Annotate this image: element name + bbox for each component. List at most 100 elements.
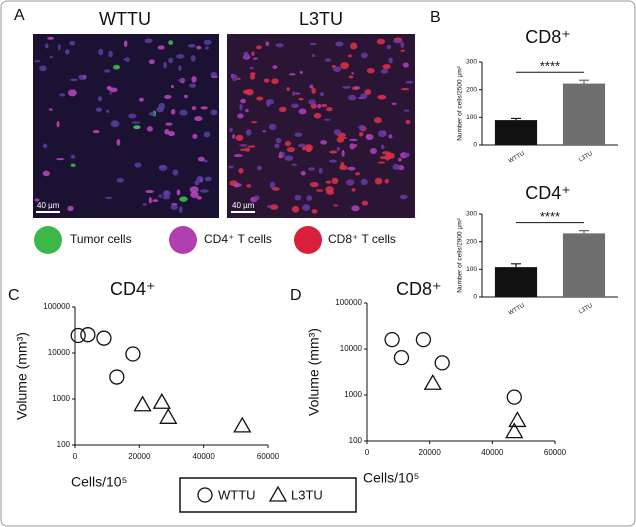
- cell: [298, 97, 304, 101]
- cell: [70, 163, 76, 167]
- cell: [255, 45, 262, 50]
- cell: [158, 102, 166, 110]
- cell: [42, 143, 48, 149]
- cell: [291, 163, 298, 166]
- cell: [388, 134, 393, 139]
- cell: [251, 51, 255, 56]
- cell: [365, 133, 374, 141]
- cell: [249, 74, 256, 80]
- cell: [204, 176, 212, 182]
- cell: [271, 78, 279, 85]
- cell: [298, 143, 307, 148]
- significance: ****: [540, 209, 560, 224]
- cell: [190, 55, 196, 62]
- cell: [267, 204, 271, 208]
- y-tick-label: 100: [466, 266, 477, 273]
- cell: [116, 177, 124, 183]
- cell: [345, 179, 355, 186]
- error-bar: [511, 117, 521, 121]
- cell: [360, 93, 368, 100]
- cell: [275, 137, 282, 144]
- cell: [386, 44, 392, 50]
- y-axis-label: Number of cells/2500 µm²: [457, 65, 464, 140]
- cell: [142, 203, 147, 206]
- cell: [336, 146, 340, 151]
- y-tick-label: 200: [466, 238, 477, 245]
- cell: [210, 72, 218, 77]
- cell: [69, 78, 78, 82]
- cell: [95, 107, 102, 112]
- cell: [188, 83, 197, 88]
- cell: [291, 205, 300, 213]
- x-tick-label: 0: [365, 448, 370, 457]
- cell: [172, 169, 179, 176]
- cell: [189, 186, 199, 193]
- y-tick-label: 100000: [43, 302, 70, 311]
- cell: [360, 52, 368, 59]
- cell: [67, 89, 77, 97]
- cell: [196, 176, 204, 182]
- cell: [333, 66, 342, 72]
- cell: [235, 134, 244, 141]
- cell: [294, 132, 303, 137]
- cell: [57, 44, 61, 51]
- cell: [321, 103, 328, 108]
- cell: [233, 154, 243, 158]
- cell: [393, 40, 402, 44]
- cell: [59, 93, 66, 97]
- cell: [192, 133, 198, 139]
- cell: [387, 152, 395, 159]
- cell: [205, 46, 209, 50]
- cell: [165, 122, 173, 126]
- cell: [400, 49, 405, 52]
- cell: [278, 151, 283, 159]
- point: [393, 349, 410, 366]
- x-tick-label: 40000: [193, 452, 216, 461]
- cell: [351, 205, 360, 212]
- cell: [164, 94, 172, 100]
- cell: [400, 88, 410, 91]
- cell: [405, 119, 411, 125]
- cell: [313, 112, 322, 119]
- cell: [392, 163, 400, 170]
- error-bar: [579, 79, 589, 84]
- cell: [325, 180, 332, 184]
- cell: [237, 113, 244, 119]
- cell: [145, 190, 154, 194]
- cell: [274, 143, 280, 149]
- cell: [196, 45, 202, 50]
- legend-swatch: [34, 226, 62, 254]
- y-tick-label: 100: [349, 436, 363, 445]
- cell: [56, 157, 65, 161]
- cell: [354, 86, 360, 90]
- cell: [299, 70, 303, 74]
- cell: [290, 103, 299, 109]
- cell: [113, 64, 120, 70]
- point: [96, 330, 112, 346]
- cell: [110, 120, 120, 128]
- cell: [146, 126, 153, 132]
- cell: [177, 79, 186, 82]
- cell: [333, 129, 341, 136]
- cell: [351, 188, 356, 192]
- cell: [162, 190, 171, 198]
- cell: [233, 182, 242, 188]
- cell: [131, 121, 141, 124]
- cell: [104, 69, 111, 73]
- cell: [175, 54, 185, 59]
- chart-title: CD8⁺: [525, 27, 571, 47]
- cell: [42, 170, 50, 177]
- cell: [229, 127, 233, 133]
- cell: [341, 150, 345, 157]
- cell: [240, 148, 246, 152]
- cell: [269, 204, 279, 210]
- y-axis-label: Volume (mm³): [306, 328, 322, 416]
- cell: [318, 167, 323, 174]
- cell: [67, 205, 74, 212]
- x-tick-label: 20000: [419, 448, 442, 457]
- cell: [399, 194, 408, 200]
- cell: [373, 117, 382, 124]
- bar: [562, 233, 606, 297]
- cell: [184, 94, 188, 99]
